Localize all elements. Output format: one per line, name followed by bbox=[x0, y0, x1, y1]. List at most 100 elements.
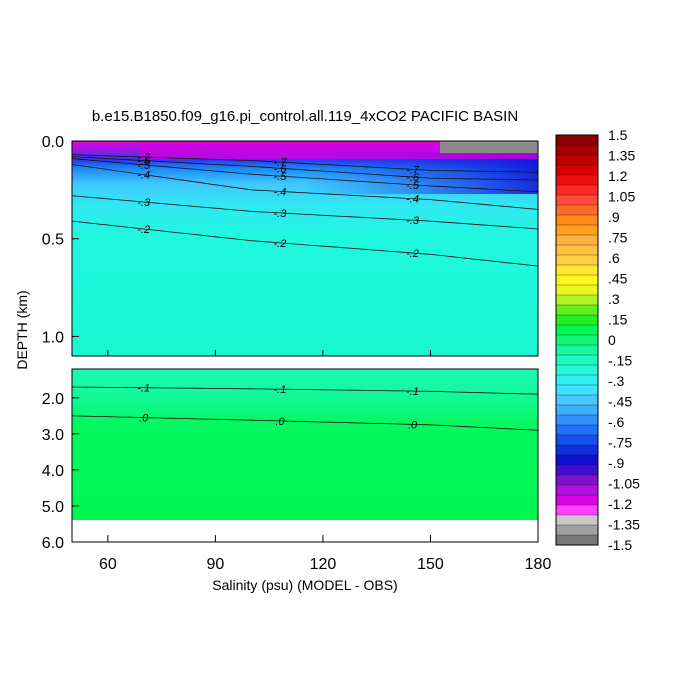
contour-label: -.7 bbox=[406, 164, 420, 176]
colorbar-swatch bbox=[555, 254, 599, 266]
colorbar-swatch bbox=[555, 484, 599, 496]
colorbar-swatch bbox=[555, 134, 599, 146]
y-tick-label: 2.0 bbox=[42, 391, 64, 408]
colorbar-label: .6 bbox=[608, 250, 620, 266]
colorbar-swatch bbox=[555, 454, 599, 466]
colorbar-label: .15 bbox=[608, 312, 628, 328]
colorbar-swatch bbox=[555, 154, 599, 166]
colorbar-swatch bbox=[555, 534, 599, 546]
colorbar-swatch bbox=[555, 444, 599, 456]
colorbar-swatch bbox=[555, 204, 599, 216]
colorbar-swatch bbox=[555, 294, 599, 306]
surface-gray-patch bbox=[440, 141, 538, 153]
contour-label: -.7 bbox=[137, 152, 151, 164]
colorbar-swatch bbox=[555, 464, 599, 476]
contour-label: -.2 bbox=[273, 238, 286, 250]
colorbar-swatch bbox=[555, 184, 599, 196]
colorbar-swatch bbox=[555, 404, 599, 416]
lower-panel: -.1 -.1 -.1 .0 .0 .0 bbox=[72, 369, 538, 542]
colorbar-swatch bbox=[555, 344, 599, 356]
colorbar-swatch bbox=[555, 514, 599, 526]
colorbar-label: -.3 bbox=[608, 373, 625, 389]
colorbar-swatch bbox=[555, 284, 599, 296]
colorbar-label: 1.35 bbox=[608, 148, 635, 164]
colorbar-swatch bbox=[555, 264, 599, 276]
colorbar-swatch bbox=[555, 504, 599, 516]
contour-label: -.3 bbox=[137, 197, 151, 209]
upper-panel-frame bbox=[71, 140, 539, 357]
colorbar-swatch bbox=[555, 194, 599, 206]
colorbar-swatch bbox=[555, 414, 599, 426]
contour-line bbox=[72, 154, 538, 173]
x-tick-label: 150 bbox=[417, 556, 444, 573]
colorbar-swatch bbox=[555, 494, 599, 506]
contour-label: -.5 bbox=[273, 171, 287, 183]
colorbar-label: -.75 bbox=[608, 435, 632, 451]
colorbar-label: 1.2 bbox=[608, 168, 628, 184]
colorbar-label: .9 bbox=[608, 209, 620, 225]
upper-panel: -.2-.2-.2-.3-.3-.3-.4-.4-.4-.5-.5-.5-.6-… bbox=[72, 141, 538, 356]
contour-line bbox=[72, 156, 538, 181]
colorbar-label: -.45 bbox=[608, 394, 632, 410]
colorbar-label: 1.5 bbox=[608, 127, 628, 143]
y-tick-label: 6.0 bbox=[42, 535, 64, 552]
colorbar-swatch bbox=[555, 164, 599, 176]
colorbar-swatch bbox=[555, 174, 599, 186]
colorbar-swatch bbox=[555, 214, 599, 226]
y-tick-label: 3.0 bbox=[42, 427, 64, 444]
colorbar-swatch bbox=[555, 394, 599, 406]
colorbar-swatch bbox=[555, 374, 599, 386]
y-tick-label: 0.5 bbox=[42, 232, 64, 249]
contour-label: -.5 bbox=[406, 180, 420, 192]
colorbar-swatch bbox=[555, 234, 599, 246]
colorbar-label: -1.5 bbox=[608, 537, 632, 553]
contour-label: -.6 bbox=[406, 172, 420, 184]
colorbar-swatch bbox=[555, 274, 599, 286]
contour-label: -.1 bbox=[406, 386, 419, 398]
contour-label: -.3 bbox=[273, 208, 287, 220]
x-axis: 60 90 120 150 180 bbox=[99, 350, 551, 573]
colorbar-swatch bbox=[555, 304, 599, 316]
y-axis-label: DEPTH (km) bbox=[14, 290, 30, 369]
lower-field bbox=[72, 369, 538, 520]
colorbar-label: -.9 bbox=[608, 455, 625, 471]
surface-magenta-band bbox=[140, 141, 538, 159]
contour-label: .0 bbox=[408, 419, 418, 431]
colorbar-label: .45 bbox=[608, 271, 628, 287]
colorbar-label: -1.2 bbox=[608, 496, 632, 512]
chart-title: b.e15.B1850.f09_g16.pi_control.all.119_4… bbox=[92, 108, 518, 125]
contour-line bbox=[72, 220, 538, 267]
x-tick-label: 60 bbox=[99, 556, 117, 573]
contour-label: -.3 bbox=[406, 215, 420, 227]
colorbar-swatch bbox=[555, 334, 599, 346]
contour-label: -.5 bbox=[137, 160, 151, 172]
colorbar-label: 1.05 bbox=[608, 189, 635, 205]
x-tick-label: 120 bbox=[310, 556, 337, 573]
upper-contours: -.2-.2-.2-.3-.3-.3-.4-.4-.4-.5-.5-.5-.6-… bbox=[72, 152, 538, 267]
y-tick-label: 1.0 bbox=[42, 329, 64, 346]
contour-label: -.4 bbox=[406, 194, 419, 206]
colorbar-label: -.15 bbox=[608, 353, 632, 369]
contour-label: .0 bbox=[139, 413, 149, 425]
y-tick-label: 0.0 bbox=[42, 134, 64, 151]
y-tick-label: 4.0 bbox=[42, 463, 64, 480]
colorbar-label: -1.35 bbox=[608, 517, 640, 533]
colorbar-swatch bbox=[555, 224, 599, 236]
lower-panel-frame bbox=[71, 368, 539, 543]
colorbar-label: .3 bbox=[608, 291, 620, 307]
contour-line bbox=[72, 195, 538, 230]
contour-label: -.1 bbox=[273, 384, 286, 396]
colorbar-swatch bbox=[555, 144, 599, 156]
colorbar-swatch bbox=[555, 434, 599, 446]
colorbar-label: -1.05 bbox=[608, 476, 640, 492]
y-axis-upper: 0.0 0.5 1.0 bbox=[42, 134, 79, 346]
y-tick-label: 5.0 bbox=[42, 499, 64, 516]
lower-empty-region bbox=[72, 520, 538, 542]
contour-label: -.6 bbox=[273, 163, 287, 175]
colorbar-swatch bbox=[555, 244, 599, 256]
colorbar-swatch bbox=[555, 384, 599, 396]
x-tick-label: 180 bbox=[525, 556, 552, 573]
contour-label: -.4 bbox=[137, 170, 150, 182]
colorbar-swatch bbox=[555, 364, 599, 376]
